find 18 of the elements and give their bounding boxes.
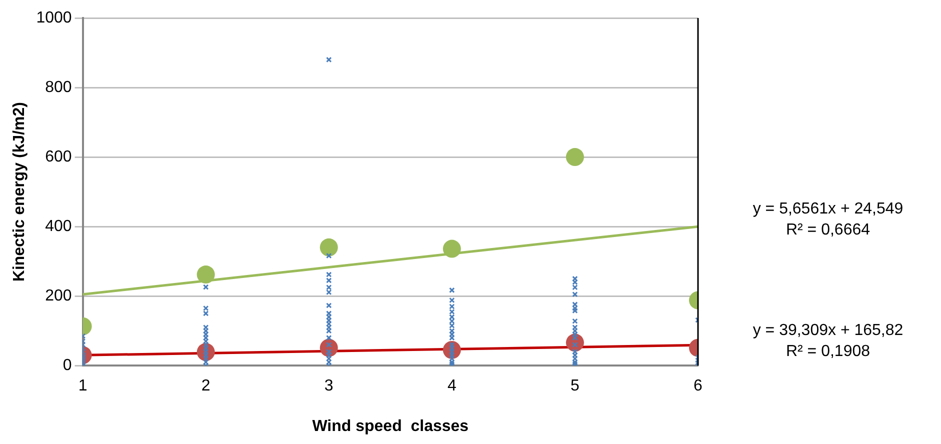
x-tick-label: 2 bbox=[201, 378, 210, 395]
text: y = 39,309x + 165,82 R² = 0,1908 bbox=[752, 322, 904, 360]
x-tick-label: 4 bbox=[447, 378, 456, 395]
x-axis-title: Wind speed classes bbox=[312, 418, 469, 435]
x-tick-label: 1 bbox=[78, 378, 88, 395]
y-tick-label: 1000 bbox=[36, 9, 72, 26]
y-tick-label: 400 bbox=[45, 218, 72, 235]
y-axis-title: Kinectic energy (kJ/m2) bbox=[11, 102, 28, 282]
x-tick-label: 6 bbox=[694, 378, 703, 395]
x-tick-label: 3 bbox=[324, 378, 334, 395]
y-tick-label: 200 bbox=[45, 287, 72, 304]
y-tick-label: 0 bbox=[62, 357, 72, 374]
text: y = 5,6561x + 24,549 R² = 0,6664 bbox=[752, 200, 904, 239]
x-tick-label: 5 bbox=[570, 378, 580, 395]
y-tick-label: 800 bbox=[45, 78, 72, 96]
point bbox=[320, 238, 338, 256]
y-tick-label: 600 bbox=[45, 148, 72, 166]
point bbox=[442, 240, 461, 258]
